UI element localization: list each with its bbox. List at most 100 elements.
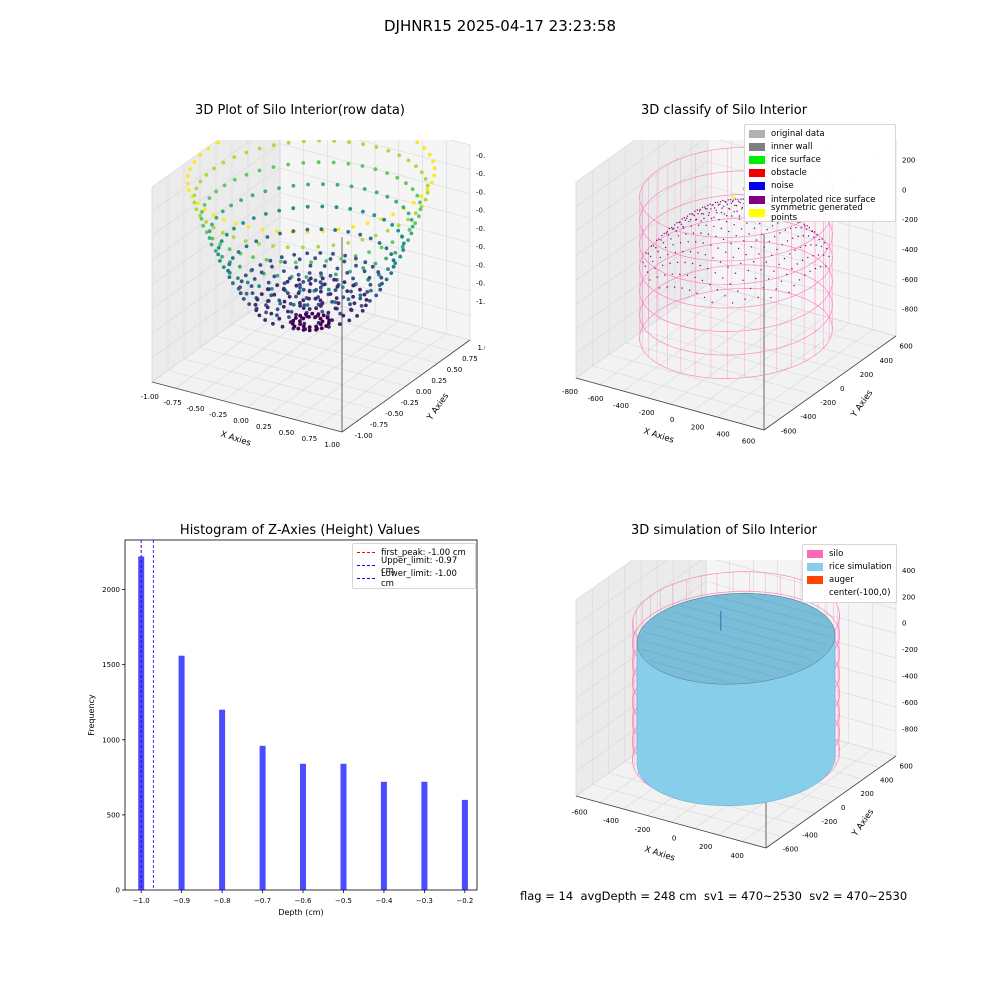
data-point bbox=[200, 210, 204, 214]
data-point bbox=[330, 299, 334, 304]
data-point bbox=[347, 140, 351, 144]
data-point bbox=[229, 203, 233, 208]
data-point bbox=[271, 143, 276, 148]
interpolated-point bbox=[658, 287, 661, 289]
legend-swatch bbox=[749, 182, 765, 191]
data-point bbox=[212, 166, 216, 171]
legend-swatch bbox=[807, 575, 823, 584]
interpolated-point bbox=[786, 273, 788, 276]
data-point bbox=[410, 224, 415, 229]
interpolated-point bbox=[811, 230, 813, 233]
interpolated-point bbox=[642, 261, 644, 264]
interpolated-point bbox=[689, 251, 692, 253]
y-tick-label: -200 bbox=[822, 818, 838, 826]
data-point bbox=[380, 281, 384, 286]
z-tick-label: 0 bbox=[902, 186, 906, 194]
data-point bbox=[401, 248, 406, 252]
interpolated-point bbox=[820, 245, 823, 248]
data-point bbox=[415, 193, 420, 198]
interpolated-point bbox=[819, 266, 822, 268]
legend-entry: silo bbox=[807, 547, 892, 560]
data-point bbox=[335, 266, 340, 271]
panel3-title: Histogram of Z-Axies (Height) Values bbox=[179, 523, 421, 538]
data-point bbox=[321, 313, 326, 318]
interpolated-point bbox=[715, 235, 717, 237]
data-point bbox=[361, 209, 365, 214]
data-point bbox=[239, 198, 243, 202]
data-point bbox=[343, 253, 347, 258]
data-point bbox=[389, 271, 394, 275]
interpolated-point bbox=[821, 238, 823, 240]
interpolated-point bbox=[735, 235, 737, 237]
interpolated-point bbox=[700, 232, 702, 234]
panel2-title: 3D classify of Silo Interior bbox=[640, 103, 808, 118]
y-axis-label: Y Axies bbox=[849, 388, 876, 420]
data-point bbox=[419, 170, 424, 175]
interpolated-point bbox=[710, 244, 712, 246]
data-point bbox=[236, 276, 240, 280]
x-axis-label: Depth (cm) bbox=[278, 908, 323, 917]
interpolated-point bbox=[682, 250, 684, 253]
interpolated-point bbox=[748, 233, 750, 235]
data-point bbox=[425, 183, 430, 188]
data-point bbox=[319, 271, 323, 276]
data-point bbox=[314, 306, 318, 311]
data-point bbox=[250, 291, 255, 295]
interpolated-point bbox=[798, 279, 801, 281]
y-tick-label: 0 bbox=[840, 385, 844, 393]
rice-mesh-line bbox=[681, 605, 829, 646]
y-tick-label: 1500 bbox=[102, 661, 120, 669]
interpolated-point bbox=[698, 210, 701, 212]
data-point bbox=[322, 264, 327, 268]
data-point bbox=[320, 309, 325, 314]
interpolated-point bbox=[741, 206, 744, 209]
data-point bbox=[393, 250, 398, 255]
interpolated-point bbox=[669, 262, 671, 264]
interpolated-point bbox=[726, 215, 728, 217]
data-point bbox=[257, 168, 262, 173]
interpolated-point bbox=[686, 215, 689, 217]
interpolated-point bbox=[679, 273, 681, 275]
data-point bbox=[264, 257, 269, 262]
x-tick-label: −0.2 bbox=[456, 897, 473, 905]
interpolated-point bbox=[694, 276, 696, 279]
data-point bbox=[394, 199, 399, 204]
data-point bbox=[218, 242, 223, 247]
interpolated-point bbox=[823, 254, 825, 256]
grid-line bbox=[575, 140, 670, 207]
interpolated-point bbox=[645, 252, 647, 254]
data-point bbox=[263, 318, 267, 322]
data-point bbox=[220, 230, 225, 235]
data-point bbox=[301, 324, 306, 329]
data-point bbox=[389, 252, 394, 256]
legend-line-sample bbox=[357, 552, 375, 554]
data-point bbox=[427, 152, 432, 157]
x-tick-label: -0.50 bbox=[186, 405, 204, 413]
data-point bbox=[320, 301, 325, 305]
legend-label: Lower_limit: -1.00 cm bbox=[381, 568, 457, 589]
data-point bbox=[250, 268, 254, 272]
grid-line bbox=[742, 749, 873, 842]
data-point bbox=[255, 297, 260, 302]
data-point bbox=[195, 201, 200, 206]
interpolated-point bbox=[675, 230, 677, 232]
data-point bbox=[324, 259, 329, 263]
data-point bbox=[222, 183, 227, 188]
y-tick-label: 0.50 bbox=[447, 366, 463, 374]
interpolated-point bbox=[721, 207, 723, 209]
interpolated-point bbox=[679, 242, 682, 244]
data-point bbox=[275, 313, 279, 318]
data-point bbox=[373, 167, 378, 172]
histogram-bar bbox=[219, 709, 226, 890]
data-point bbox=[271, 165, 276, 169]
data-point bbox=[298, 282, 302, 287]
data-point bbox=[253, 302, 258, 307]
data-point bbox=[221, 265, 226, 269]
interpolated-point bbox=[737, 199, 739, 201]
interpolated-point bbox=[661, 264, 664, 266]
interpolated-point bbox=[744, 298, 746, 300]
histogram-bar bbox=[259, 745, 266, 890]
data-point bbox=[272, 274, 277, 279]
data-point bbox=[290, 321, 295, 326]
rice-mesh-line bbox=[648, 660, 731, 684]
